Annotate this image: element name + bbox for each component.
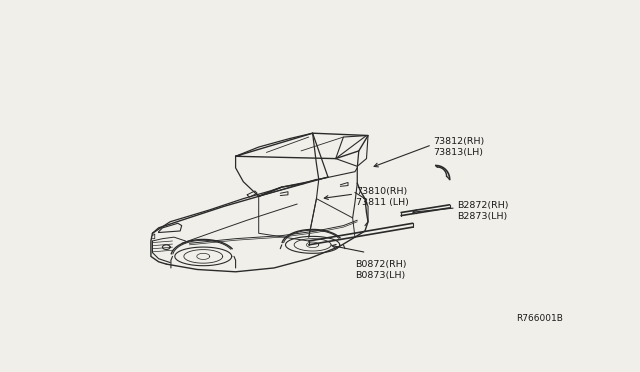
Text: 73812(RH)
73813(LH): 73812(RH) 73813(LH) (433, 137, 484, 157)
Text: B2872(RH)
B2873(LH): B2872(RH) B2873(LH) (458, 201, 509, 221)
Text: R766001B: R766001B (516, 314, 563, 323)
Text: 73810(RH)
73811 (LH): 73810(RH) 73811 (LH) (356, 187, 408, 207)
Text: B0872(RH)
B0873(LH): B0872(RH) B0873(LH) (355, 260, 406, 280)
